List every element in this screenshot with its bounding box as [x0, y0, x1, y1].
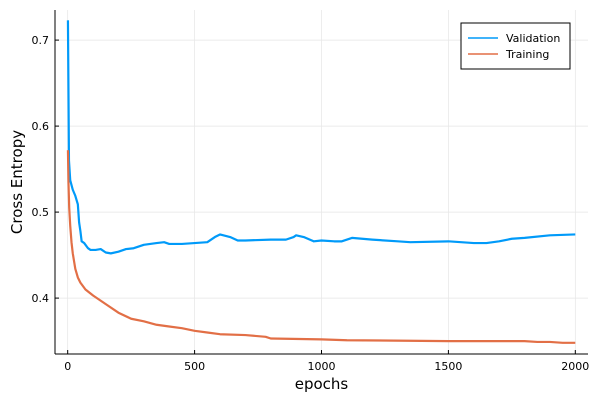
x-tick-label: 1000 — [308, 360, 336, 373]
series-line-training — [66, 150, 576, 344]
y-tick-label: 0.4 — [32, 292, 50, 305]
y-tick-label: 0.7 — [32, 34, 50, 47]
y-axis-label: Cross Entropy — [8, 130, 26, 234]
x-axis-label: epochs — [295, 375, 349, 393]
legend-label-training: Training — [505, 48, 549, 61]
x-tick-label: 0 — [64, 360, 71, 373]
legend: Validation Training — [460, 22, 571, 70]
legend-box — [460, 22, 571, 70]
y-axis-ticks: 0.4 0.5 0.6 0.7 — [32, 34, 59, 305]
y-tick-label: 0.6 — [32, 120, 50, 133]
x-tick-label: 2000 — [561, 360, 589, 373]
series-line-validation — [66, 20, 576, 255]
x-tick-label: 500 — [184, 360, 205, 373]
x-tick-label: 1500 — [434, 360, 462, 373]
y-tick-label: 0.5 — [32, 206, 50, 219]
series-lines — [66, 20, 576, 344]
legend-label-validation: Validation — [506, 32, 560, 45]
x-axis-ticks: 0 500 1000 1500 2000 — [64, 350, 589, 373]
